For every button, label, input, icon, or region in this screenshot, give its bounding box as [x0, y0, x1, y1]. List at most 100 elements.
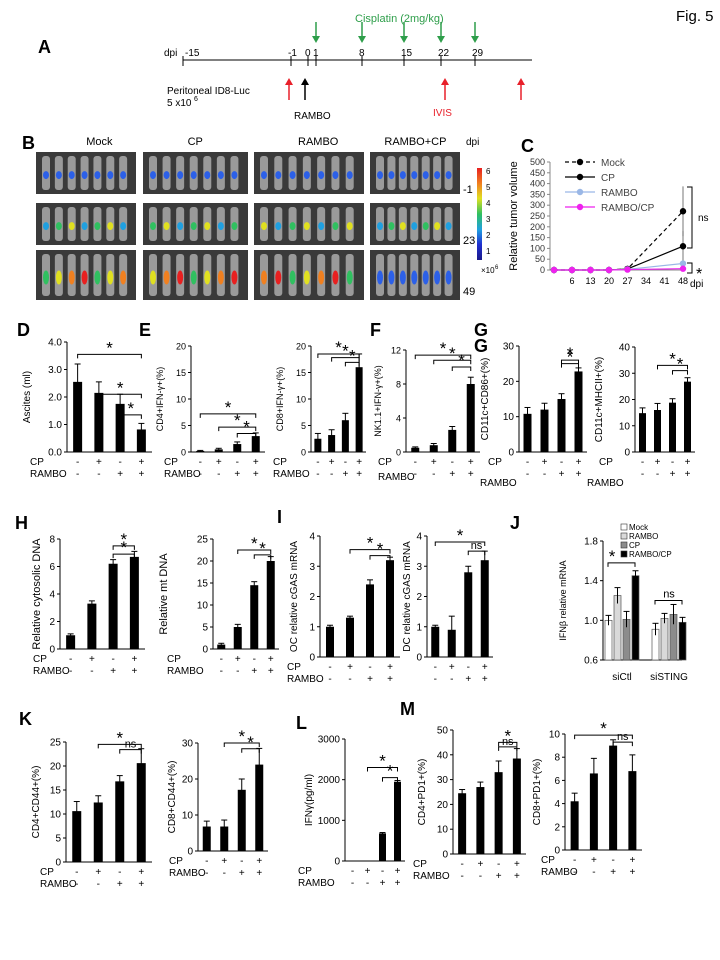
x-tick-label: 41: [659, 276, 669, 286]
cp-sign: +: [542, 457, 548, 468]
bar: [639, 413, 646, 452]
y-tick-label: 250: [530, 211, 545, 221]
bar: [480, 560, 489, 657]
y-tick-label: 2: [416, 592, 422, 603]
significance-label: ns: [502, 736, 514, 748]
significance-bracket: [382, 777, 398, 782]
significance-label: *: [367, 534, 374, 553]
rambo-sign: +: [138, 469, 144, 480]
rambo-sign: +: [117, 879, 123, 890]
y-tick-label: 5: [202, 623, 208, 634]
rambo-sign: -: [479, 871, 482, 882]
luminescence-signal: [231, 270, 238, 285]
y-tick-label: 0: [55, 858, 61, 869]
cp-sign: -: [205, 856, 208, 867]
luminescence-signal: [445, 270, 452, 285]
y-tick-label: 15: [296, 368, 306, 378]
y-tick-label: 20: [182, 775, 194, 786]
rambo-sign: +: [367, 674, 373, 685]
timeline-tick-label: 22: [438, 48, 450, 59]
y-tick-label: 10: [176, 395, 186, 405]
luminescence-signal: [289, 270, 296, 285]
significance-bracket: [119, 749, 142, 754]
significance-bracket: [607, 562, 636, 567]
y-axis-label: Ascites (ml): [22, 371, 33, 423]
rambo-sign: +: [239, 868, 245, 879]
bar: [233, 444, 242, 452]
panel-letter: E: [139, 320, 151, 340]
y-tick-label: 0: [202, 645, 208, 656]
significance-label: *: [127, 399, 134, 418]
significance-bracket: [687, 186, 693, 249]
bar: [669, 402, 676, 452]
timeline-tick-label: 0: [305, 48, 311, 59]
bar: [660, 617, 669, 661]
y-tick-label: 0: [301, 448, 306, 458]
figure-label: Fig. 5: [676, 8, 714, 25]
rambo-row-label: RAMBO: [30, 469, 67, 480]
legend-label: RAMBO/CP: [629, 550, 672, 559]
colorbar-tick: 3: [486, 215, 491, 224]
significance-bracket: [687, 262, 693, 274]
y-axis-label: CD4+PD1+(%): [417, 759, 428, 826]
y-tick-label: 10: [503, 412, 515, 423]
bar: [314, 438, 322, 452]
rambo-sign: -: [366, 878, 369, 889]
rambo-sign: +: [610, 867, 616, 878]
luminescence-signal: [434, 171, 441, 180]
bar: [523, 413, 532, 452]
significance-bracket: [467, 550, 486, 556]
cp-sign: -: [497, 859, 500, 870]
significance-label: *: [116, 728, 123, 747]
y-tick-label: 0: [624, 448, 630, 459]
legend-label: RAMBO: [601, 188, 638, 199]
luminescence-signal: [190, 270, 197, 285]
imaging-row-dpi: -1: [463, 184, 473, 196]
y-axis-label: Relative cytosolic DNA: [31, 538, 43, 650]
imaging-row-dpi: 49: [463, 286, 475, 298]
significance-label: ns: [617, 731, 629, 743]
y-tick-label: 350: [530, 189, 545, 199]
series-line: [554, 245, 684, 271]
luminescence-signal: [303, 270, 310, 285]
rambo-row-label: RAMBO: [480, 478, 517, 489]
colorbar-tick: 2: [486, 231, 491, 240]
colorbar-tick: 6: [486, 167, 491, 176]
cp-sign: -: [611, 855, 614, 866]
rambo-sign: -: [414, 469, 417, 480]
y-tick-label: 30: [619, 369, 631, 380]
significance-label: *: [567, 348, 574, 367]
y-tick-label: 10: [182, 811, 194, 822]
y-tick-label: 15: [176, 368, 186, 378]
bar: [136, 763, 146, 862]
imaging-column-header: RAMBO: [298, 136, 339, 148]
y-tick-label: 15: [50, 786, 62, 797]
y-tick-label: 3000: [318, 735, 341, 746]
rambo-sign: -: [543, 469, 546, 480]
legend-marker: [576, 188, 584, 196]
y-tick-label: 0: [442, 850, 448, 861]
luminescence-signal: [190, 222, 197, 231]
significance-label: *: [342, 342, 349, 361]
rambo-sign: +: [449, 469, 455, 480]
timeline-tick-label: -15: [185, 48, 200, 59]
luminescence-signal: [422, 222, 429, 231]
y-tick-label: 0: [49, 645, 55, 656]
colorbar: [477, 168, 482, 260]
bar: [115, 403, 125, 452]
luminescence-signal: [332, 171, 339, 180]
cp-sign: +: [256, 856, 262, 867]
y-axis-label: CD11c+MHCII+(%): [594, 357, 605, 442]
y-tick-label: 0: [508, 448, 514, 459]
bar: [628, 771, 637, 850]
luminescence-signal: [388, 222, 395, 231]
imaging-dpi-header: dpi: [466, 137, 479, 148]
y-tick-label: 8: [49, 535, 55, 546]
bar: [328, 435, 336, 452]
luminescence-signal: [377, 222, 383, 231]
cp-sign: +: [449, 662, 455, 673]
cp-row-label: CP: [167, 654, 181, 665]
cp-sign: +: [253, 457, 259, 468]
